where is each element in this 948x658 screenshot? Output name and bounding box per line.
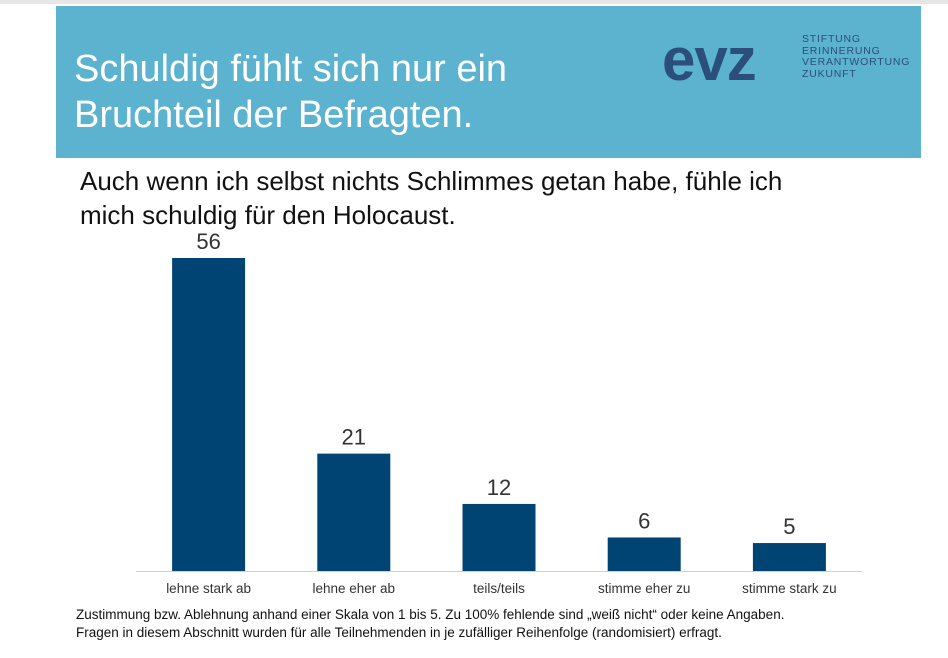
data-label-4: 6 <box>638 508 650 533</box>
bar-5 <box>752 543 826 571</box>
bar-3 <box>462 503 536 571</box>
category-label-4: stimme eher zu <box>598 581 690 596</box>
category-label-1: lehne stark ab <box>166 581 251 596</box>
logo-wordmark: evz <box>662 26 757 93</box>
bar-4 <box>607 537 681 571</box>
data-label-3: 12 <box>487 475 511 500</box>
logo-line-4: ZUKUNFT <box>802 67 857 80</box>
bar-1 <box>172 258 246 571</box>
category-label-3: teils/teils <box>473 581 525 596</box>
footnote-line-1: Zustimmung bzw. Ablehnung anhand einer S… <box>76 607 785 622</box>
logo-line-1: STIFTUNG <box>802 33 861 45</box>
logo-tagline: STIFTUNG ERINNERUNG VERANTWORTUNG ZUKUNF… <box>802 33 911 80</box>
logo-line-2: ERINNERUNG <box>802 44 881 57</box>
chart-title: Auch wenn ich selbst nichts Schlimmes ge… <box>80 166 783 230</box>
bar-2 <box>317 453 391 571</box>
category-label-2: lehne eher ab <box>313 581 396 596</box>
logo-line-3: VERANTWORTUNG <box>802 56 911 68</box>
page-title: Schuldig fühlt sich nur ein Bruchteil de… <box>74 48 508 136</box>
data-label-2: 21 <box>342 425 366 450</box>
data-label-1: 56 <box>196 229 220 254</box>
footnote: Zustimmung bzw. Ablehnung anhand einer S… <box>76 606 936 642</box>
category-label-5: stimme stark zu <box>742 581 837 596</box>
evz-logo: evz STIFTUNG ERINNERUNG VERANTWORTUNG ZU… <box>662 26 909 100</box>
data-label-5: 5 <box>783 514 795 539</box>
footnote-line-2: Fragen in diesem Abschnitt wurden für al… <box>76 625 722 640</box>
top-border <box>0 0 948 4</box>
header-banner: Schuldig fühlt sich nur ein Bruchteil de… <box>56 6 921 158</box>
